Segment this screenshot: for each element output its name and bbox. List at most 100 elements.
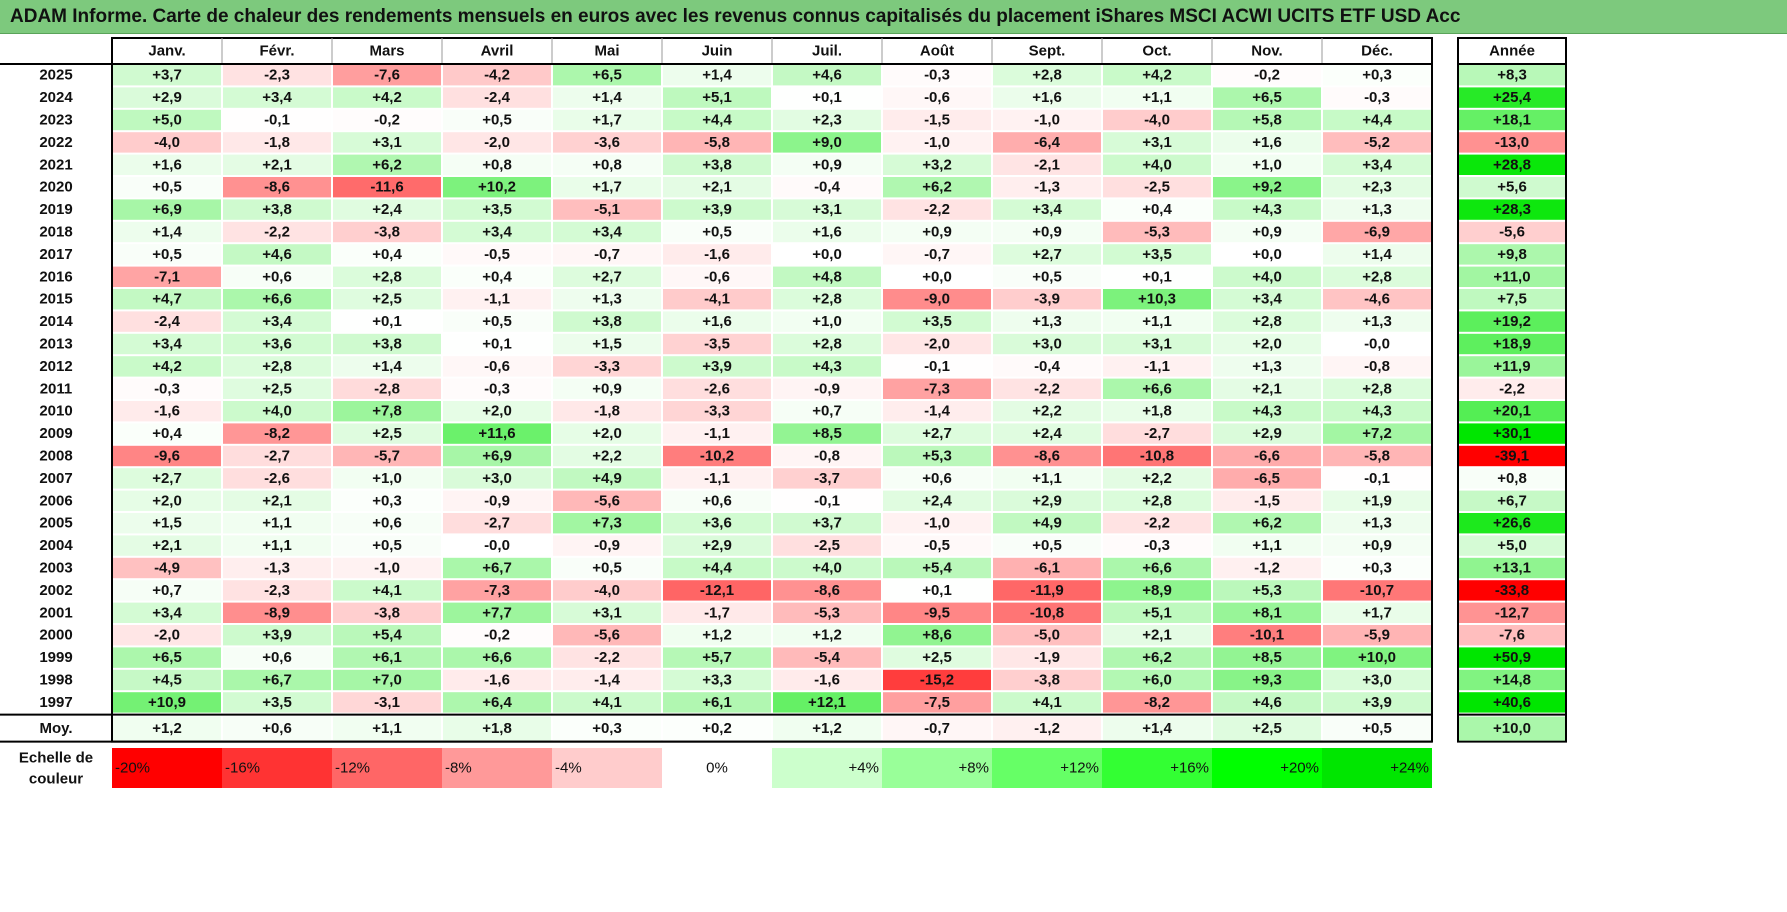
heat-cell <box>113 692 221 713</box>
cell-value: -1,0 <box>374 560 400 577</box>
heat-cell <box>113 423 221 444</box>
heat-cell <box>1323 177 1431 198</box>
annual-value: -12,7 <box>1495 604 1529 621</box>
heat-cell <box>883 602 991 623</box>
annual-cell <box>1459 490 1565 511</box>
cell-value: +8,5 <box>812 425 842 442</box>
cell-value: -0,1 <box>814 492 840 509</box>
heat-cell <box>223 513 331 534</box>
cell-value: -1,3 <box>1034 179 1060 196</box>
heat-cell <box>333 468 441 489</box>
heat-cell <box>553 132 661 153</box>
heat-cell <box>663 647 771 668</box>
heat-cell <box>113 154 221 175</box>
cell-value: -1,1 <box>704 470 730 487</box>
annual-value: +13,1 <box>1493 560 1531 577</box>
year-label: 2008 <box>39 448 72 465</box>
month-header: Août <box>920 43 954 60</box>
month-header: Oct. <box>1142 43 1171 60</box>
cell-value: +4,3 <box>812 358 842 375</box>
annual-cell <box>1459 333 1565 355</box>
year-label: 2000 <box>39 627 72 644</box>
heat-cell <box>443 445 551 467</box>
annual-cell <box>1459 513 1565 534</box>
heat-cell <box>333 401 441 422</box>
cell-value: -0,0 <box>484 537 510 554</box>
heat-cell <box>773 647 881 668</box>
heat-cell <box>883 333 991 355</box>
cell-value: -6,5 <box>1254 470 1280 487</box>
cell-value: +10,3 <box>1138 291 1176 308</box>
cell-value: +4,6 <box>262 246 292 263</box>
heat-cell <box>443 580 551 601</box>
annual-cell <box>1459 557 1565 579</box>
heat-cell <box>663 625 771 646</box>
heat-cell <box>553 154 661 175</box>
heat-cell <box>1103 513 1211 534</box>
cell-value: -3,1 <box>374 694 400 711</box>
cell-value: +1,7 <box>1362 604 1392 621</box>
cell-value: -0,2 <box>1254 67 1280 84</box>
heat-cell <box>223 221 331 243</box>
cell-value: +2,8 <box>1032 67 1062 84</box>
heat-cell <box>333 289 441 310</box>
cell-value: +4,3 <box>1362 403 1392 420</box>
annual-value: +28,8 <box>1493 156 1531 173</box>
heat-cell <box>223 87 331 108</box>
heat-cell <box>443 378 551 399</box>
heat-cell <box>663 490 771 511</box>
cell-value: +0,4 <box>372 246 402 263</box>
heat-cell <box>773 557 881 579</box>
average-value: +1,8 <box>482 720 512 737</box>
cell-value: +1,8 <box>1142 403 1172 420</box>
cell-value: +4,8 <box>812 268 842 285</box>
heat-cell <box>553 602 661 623</box>
cell-value: -3,8 <box>374 604 400 621</box>
average-value: -0,7 <box>924 720 950 737</box>
scale-swatch <box>1102 748 1212 788</box>
heat-cell <box>993 199 1101 220</box>
heat-cell <box>223 378 331 399</box>
cell-value: +4,6 <box>1252 694 1282 711</box>
heat-cell <box>333 580 441 601</box>
annual-header: Année <box>1489 43 1535 60</box>
heat-cell <box>553 513 661 534</box>
year-label: 2013 <box>39 336 72 353</box>
heat-cell <box>553 468 661 489</box>
heat-cell <box>993 692 1101 713</box>
heat-cell <box>333 199 441 220</box>
cell-value: +2,8 <box>812 291 842 308</box>
heat-cell <box>113 266 221 287</box>
annual-value: -2,2 <box>1499 380 1525 397</box>
cell-value: +10,2 <box>478 179 516 196</box>
cell-value: +0,5 <box>482 112 512 129</box>
heat-cell <box>443 154 551 175</box>
heat-cell <box>663 513 771 534</box>
heat-cell <box>1103 87 1211 108</box>
cell-value: +0,6 <box>262 649 292 666</box>
heat-cell <box>993 557 1101 579</box>
heat-cell <box>443 535 551 556</box>
heat-cell <box>333 244 441 265</box>
heat-cell <box>1103 602 1211 623</box>
heat-cell <box>1213 513 1321 534</box>
cell-value: +9,3 <box>1252 672 1282 689</box>
cell-value: +3,3 <box>702 672 732 689</box>
heat-cell <box>113 132 221 153</box>
heat-cell <box>1323 333 1431 355</box>
cell-value: -2,0 <box>154 627 180 644</box>
annual-cell <box>1459 177 1565 198</box>
cell-value: +2,5 <box>922 649 952 666</box>
cell-value: -4,9 <box>154 560 180 577</box>
cell-value: +1,0 <box>1252 156 1282 173</box>
cell-value: +10,0 <box>1358 649 1396 666</box>
heat-cell <box>443 401 551 422</box>
cell-value: +5,1 <box>702 89 732 106</box>
cell-value: -1,8 <box>594 403 620 420</box>
cell-value: +3,5 <box>922 313 952 330</box>
heat-cell <box>883 513 991 534</box>
heat-cell <box>663 423 771 444</box>
cell-value: +3,1 <box>592 604 622 621</box>
cell-value: +3,1 <box>812 201 842 218</box>
cell-value: +3,9 <box>702 358 732 375</box>
